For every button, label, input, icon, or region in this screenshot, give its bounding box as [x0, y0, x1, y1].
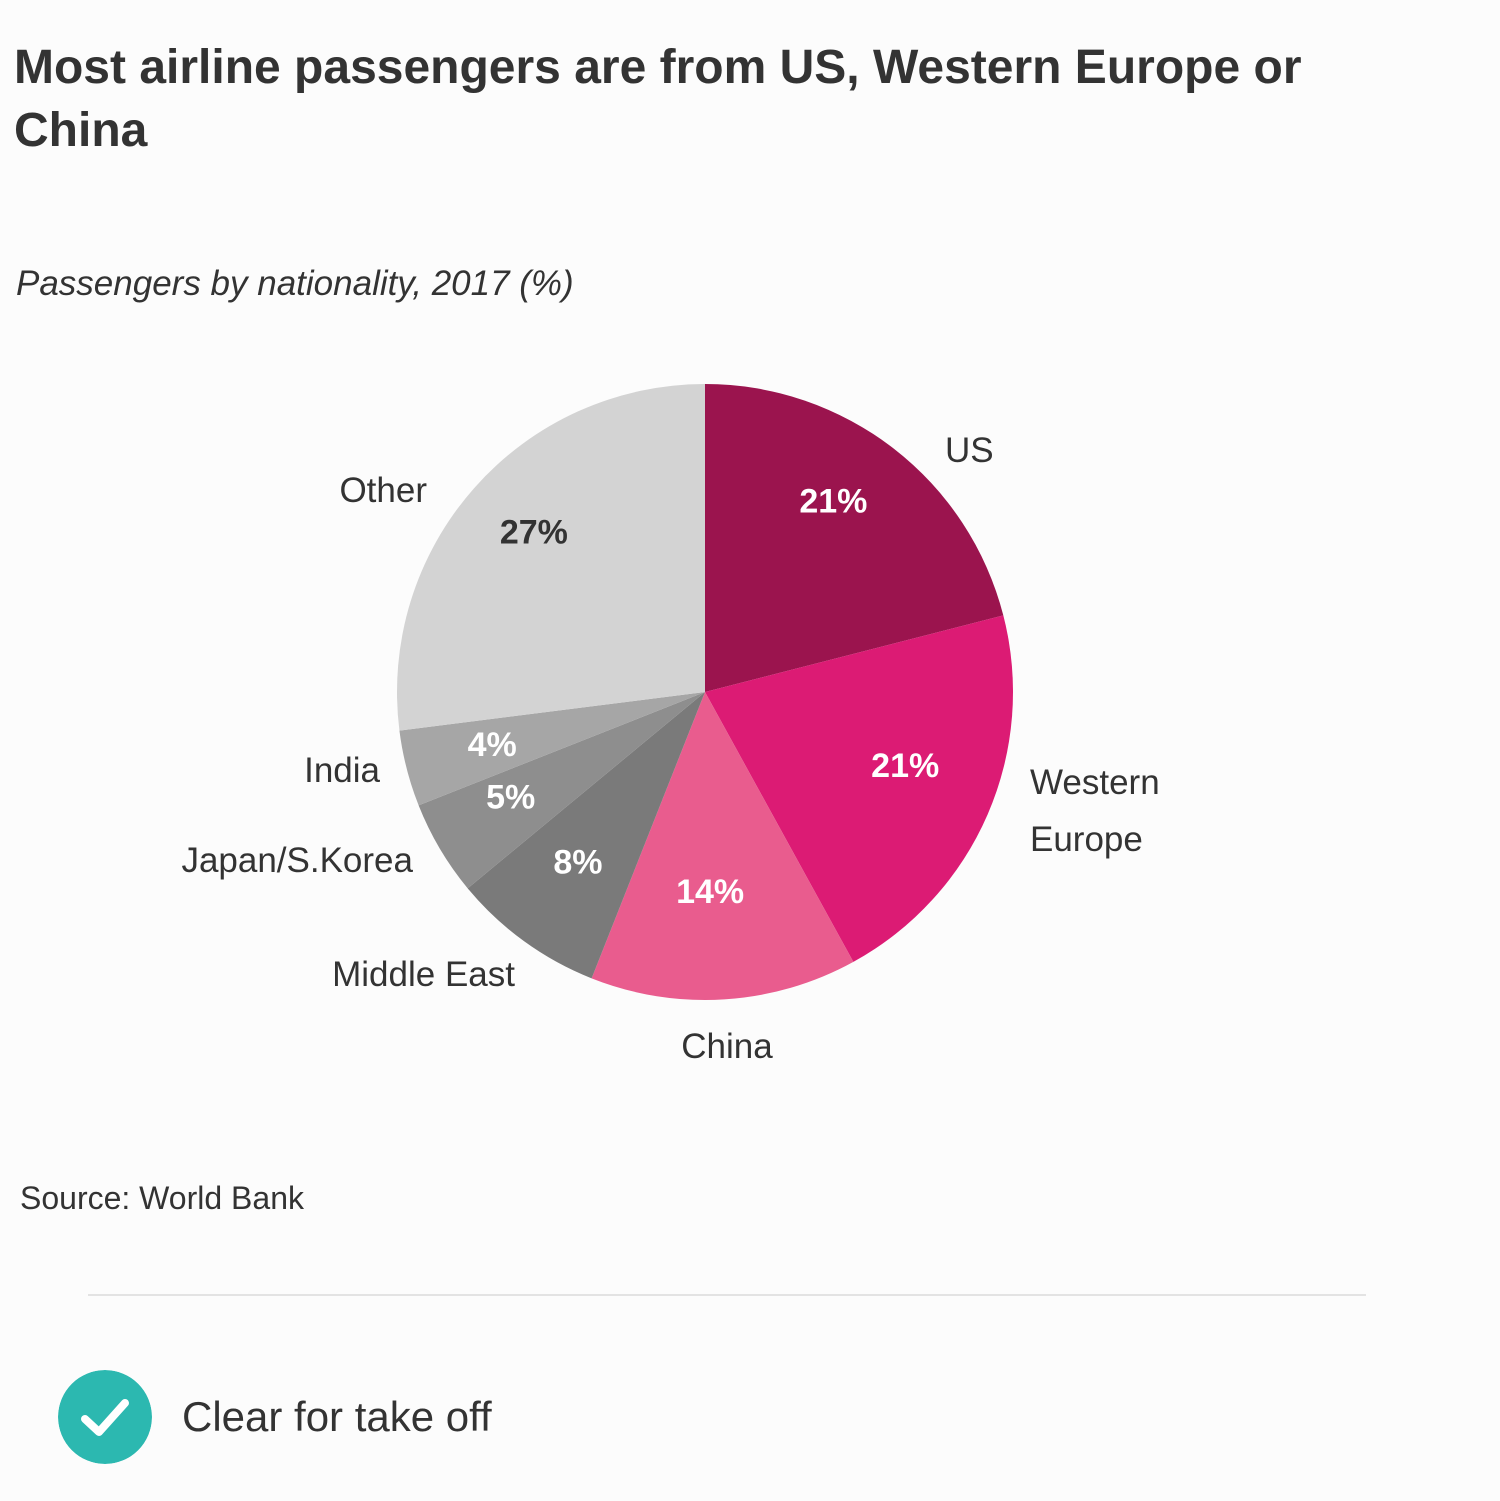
- pie-slice-china: [591, 692, 854, 1000]
- slice-category-label-india: India: [304, 751, 380, 790]
- slice-category-label-western-europe: Western Europe: [1030, 763, 1160, 859]
- slice-category-label-japan-s-korea: Japan/S.Korea: [181, 841, 413, 880]
- pie-slice-western-europe: [705, 615, 1014, 962]
- slice-value-label-other: 27%: [500, 513, 568, 551]
- slice-value-label-western-europe: 21%: [871, 747, 939, 785]
- slice-category-labels: US Western Europe China Middle East Japan/S.K…: [181, 431, 1159, 1066]
- pie-slice-us: [705, 384, 1004, 692]
- slice-category-label-china: China: [681, 1027, 773, 1066]
- verdict: Clear for take off: [58, 1370, 492, 1464]
- pie-chart: 21% 21% 14% 8% 5% 4% 27% US Western Europe China M…: [181, 384, 1160, 1066]
- divider: [88, 1294, 1366, 1296]
- slice-value-label-japan-s-korea: 5%: [486, 779, 535, 817]
- chart-title: Most airline passengers are from US, Wes…: [14, 41, 1302, 157]
- check-circle-icon: [58, 1370, 152, 1464]
- slice-value-labels: 21% 21% 14% 8% 5% 4% 27%: [468, 483, 940, 912]
- slice-category-label-other: Other: [339, 471, 427, 510]
- source-note: Source: World Bank: [20, 1180, 304, 1216]
- slice-category-label-middle-east: Middle East: [332, 955, 515, 994]
- verdict-text: Clear for take off: [182, 1393, 492, 1440]
- slice-value-label-india: 4%: [468, 726, 517, 764]
- slice-value-label-us: 21%: [799, 483, 867, 521]
- pie-slice-india: [399, 692, 705, 806]
- pie-slice-japan-s-korea: [418, 692, 705, 889]
- pie-slice-other: [397, 384, 705, 731]
- slice-category-label-us: US: [945, 431, 994, 470]
- chart-subtitle: Passengers by nationality, 2017 (%): [16, 264, 574, 303]
- pie-slice-middle-east: [467, 692, 705, 979]
- slice-value-label-middle-east: 8%: [553, 843, 602, 881]
- slice-value-label-china: 14%: [676, 873, 744, 911]
- pie-slices: [397, 384, 1014, 1000]
